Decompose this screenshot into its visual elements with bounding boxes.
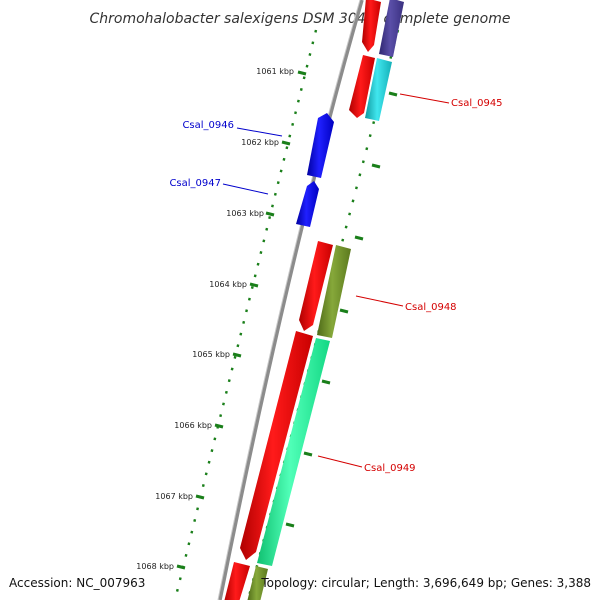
cds-forward-csal-0947[interactable] <box>296 181 319 227</box>
tick-1064 <box>249 282 259 288</box>
cog-track-csal-0948 <box>317 245 351 338</box>
tick-label-1065: 1065 kbp <box>192 350 230 359</box>
map-title: Chromohalobacter salexigens DSM 3043, co… <box>90 11 511 27</box>
label-csal-0949[interactable]: Csal_0949 <box>364 463 416 474</box>
cds-reverse-csal-0949[interactable] <box>240 331 313 560</box>
cds-reverse-csal-0945[interactable] <box>349 55 375 118</box>
leader-csal-0949 <box>317 455 363 468</box>
topology-text: Topology: circular; Length: 3,696,649 bp… <box>260 576 591 590</box>
tick-1061 <box>297 70 307 76</box>
cds-reverse-top[interactable] <box>362 0 381 52</box>
leader-csal-0946 <box>236 127 283 137</box>
tick-1063 <box>265 211 275 217</box>
label-csal-0945[interactable]: Csal_0945 <box>451 98 503 109</box>
outer-tick <box>303 451 313 457</box>
leader-csal-0947 <box>222 183 269 195</box>
tick-label-1061: 1061 kbp <box>256 67 294 76</box>
tick-label-1066: 1066 kbp <box>174 421 212 430</box>
accession-text: Accession: NC_007963 <box>9 576 145 590</box>
cog-track-csal-0945 <box>365 58 392 121</box>
tick-label-1067: 1067 kbp <box>155 492 193 501</box>
cog-track-bottom <box>247 566 268 600</box>
label-csal-0948[interactable]: Csal_0948 <box>405 302 457 313</box>
cds-forward-csal-0946[interactable] <box>307 113 334 178</box>
genome-backbone-highlight <box>217 0 361 600</box>
cds-reverse-bottom[interactable] <box>224 562 250 600</box>
tick-1068 <box>176 564 186 570</box>
ruler-dotted-line-inner <box>173 29 318 600</box>
outer-tick <box>339 308 349 314</box>
tick-1067 <box>195 494 205 500</box>
outer-ruler-ticks <box>285 91 398 528</box>
tick-label-1064: 1064 kbp <box>209 280 247 289</box>
outer-tick <box>371 163 381 169</box>
cds-reverse-csal-0948[interactable] <box>299 241 333 331</box>
tick-1062 <box>281 140 291 146</box>
label-csal-0946[interactable]: Csal_0946 <box>182 120 234 131</box>
ruler-ticks <box>176 70 307 570</box>
leader-csal-0948 <box>355 295 404 307</box>
tick-1065 <box>232 352 242 358</box>
label-csal-0947[interactable]: Csal_0947 <box>169 178 221 189</box>
tick-label-1062: 1062 kbp <box>241 138 279 147</box>
tick-1066 <box>214 423 224 429</box>
outer-tick <box>285 522 295 528</box>
outer-tick <box>388 91 398 97</box>
leader-csal-0945 <box>399 93 450 104</box>
outer-tick <box>354 235 364 241</box>
tick-label-1063: 1063 kbp <box>226 209 264 218</box>
genome-backbone <box>218 0 364 600</box>
cog-track-csal-0949 <box>257 338 330 566</box>
tick-label-1068: 1068 kbp <box>136 562 174 571</box>
outer-tick <box>321 379 331 385</box>
cog-track-purple <box>379 0 404 57</box>
